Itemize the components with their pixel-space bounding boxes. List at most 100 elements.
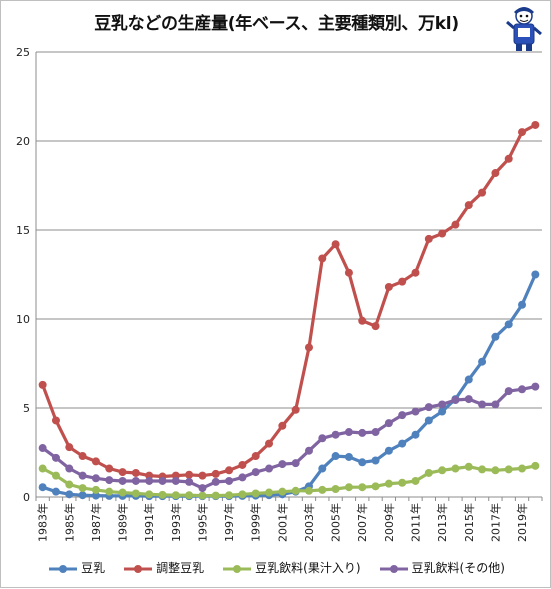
- data-point: [118, 476, 127, 485]
- data-point: [531, 461, 540, 470]
- data-point: [65, 480, 74, 489]
- data-point: [504, 465, 513, 474]
- data-point: [464, 201, 473, 210]
- legend-swatch: [124, 564, 153, 573]
- data-point: [358, 458, 367, 467]
- data-point: [105, 487, 114, 496]
- data-point: [198, 471, 207, 480]
- data-point: [518, 128, 527, 137]
- data-point: [411, 407, 420, 416]
- data-point: [38, 464, 47, 473]
- data-point: [251, 489, 260, 498]
- series-0: [38, 270, 540, 501]
- legend-swatch: [49, 564, 78, 573]
- data-point: [171, 476, 180, 485]
- x-tick-label: 2017年: [488, 503, 502, 542]
- data-point: [438, 466, 447, 475]
- data-point: [78, 484, 87, 493]
- legend-swatch: [223, 564, 252, 573]
- gridlines: [36, 51, 542, 409]
- data-point: [51, 453, 60, 462]
- data-point: [65, 464, 74, 473]
- data-point: [118, 488, 127, 497]
- data-point: [344, 452, 353, 461]
- legend-label: 調整豆乳: [156, 561, 205, 575]
- series-2: [38, 461, 540, 500]
- data-point: [411, 430, 420, 439]
- data-point: [158, 476, 167, 485]
- data-point: [304, 446, 313, 455]
- data-point: [265, 439, 274, 448]
- x-tick-label: 1985年: [62, 503, 76, 542]
- x-tick-label: 2009年: [382, 503, 396, 542]
- data-point: [344, 268, 353, 277]
- data-point: [291, 405, 300, 414]
- data-point: [185, 470, 194, 479]
- data-point: [198, 491, 207, 500]
- data-point: [158, 490, 167, 499]
- y-tick-labels: 0 5 10 15 20 25: [16, 46, 30, 504]
- data-point: [344, 428, 353, 437]
- data-point: [358, 316, 367, 325]
- data-point: [451, 395, 460, 404]
- data-point: [198, 484, 207, 493]
- x-tick-label: 1991年: [142, 503, 156, 542]
- data-point: [531, 382, 540, 391]
- data-point: [38, 380, 47, 389]
- data-point: [131, 476, 140, 485]
- data-point: [65, 443, 74, 452]
- x-tick-label: 1989年: [116, 503, 130, 542]
- data-point: [225, 466, 234, 475]
- data-point: [304, 486, 313, 495]
- data-point: [371, 482, 380, 491]
- legend-swatch: [379, 564, 408, 573]
- data-point: [464, 375, 473, 384]
- data-point: [518, 300, 527, 309]
- x-tick-label: 2007年: [355, 503, 369, 542]
- data-point: [491, 332, 500, 341]
- data-point: [331, 452, 340, 461]
- data-point: [411, 268, 420, 277]
- data-point: [145, 490, 154, 499]
- data-point: [398, 277, 407, 286]
- data-point: [278, 487, 287, 496]
- data-point: [318, 254, 327, 263]
- data-point: [398, 439, 407, 448]
- data-point: [491, 169, 500, 178]
- series-3: [38, 382, 540, 493]
- data-point: [265, 464, 274, 473]
- data-point: [384, 282, 393, 291]
- data-point: [451, 220, 460, 229]
- data-point: [424, 403, 433, 412]
- data-point: [105, 476, 114, 485]
- x-tick-label: 1995年: [195, 503, 209, 542]
- x-tick-label: 2003年: [302, 503, 316, 542]
- data-point: [371, 322, 380, 331]
- x-tick-label: 2013年: [435, 503, 449, 542]
- y-tick-label: 10: [16, 313, 30, 326]
- x-tick-label: 2001年: [275, 503, 289, 542]
- data-point: [478, 400, 487, 409]
- data-point: [185, 491, 194, 500]
- data-point: [251, 468, 260, 477]
- y-tick-label: 15: [16, 224, 30, 237]
- mascot-icon: [506, 7, 542, 51]
- x-tick-label: 2015年: [462, 503, 476, 542]
- data-point: [424, 416, 433, 425]
- y-tick-label: 25: [16, 46, 30, 59]
- data-point: [464, 395, 473, 404]
- data-point: [411, 476, 420, 485]
- x-tick-label: 1987年: [89, 503, 103, 542]
- y-tick-label: 5: [23, 402, 30, 415]
- data-point: [38, 444, 47, 453]
- x-tick-label: 2019年: [515, 503, 529, 542]
- data-point: [265, 488, 274, 497]
- data-point: [278, 460, 287, 469]
- data-point: [531, 120, 540, 129]
- data-point: [278, 421, 287, 430]
- legend-item: 豆乳飲料(果汁入り): [222, 559, 361, 576]
- data-point: [185, 477, 194, 486]
- data-point: [78, 491, 87, 500]
- data-point: [331, 484, 340, 493]
